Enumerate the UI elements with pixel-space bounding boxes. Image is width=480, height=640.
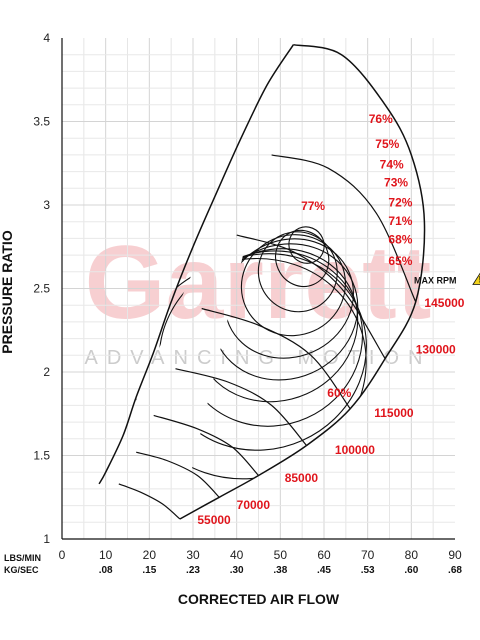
x-tick-label: 0 [59,548,66,562]
speed-label: 100000 [335,443,375,457]
x-tick-kgsec-label: .15 [142,565,156,576]
efficiency-label: 74% [380,157,404,171]
surge-line [98,44,295,485]
y-tick-label: 2.5 [33,282,50,296]
x-tick-kgsec-label: .45 [317,565,331,576]
x-tick-kgsec-label: .60 [404,565,418,576]
efficiency-island [240,234,347,337]
speed-line [136,451,220,498]
x-tick-label: 10 [99,548,113,562]
y-tick-label: 2 [43,365,50,379]
label-layer: 60% 65% 68% 71% 72% 73% 74% 75% 76% 77% 55000 70000… [197,112,480,527]
efficiency-label: 73% [384,176,408,190]
efficiency-label: 65% [388,254,412,268]
speed-label: 70000 [237,498,271,512]
grid-layer [62,38,455,539]
x-tick-kgsec-label: .68 [448,565,462,576]
x-tick-label: 70 [361,548,375,562]
speed-line [271,154,417,303]
watermark-tagline: ADVANCING MOTION [85,347,432,369]
x-tick-kgsec-label: .30 [230,565,244,576]
efficiency-label: 77% [301,199,325,213]
x-tick-label: 40 [230,548,244,562]
efficiency-label: 60% [327,386,351,400]
x-tick-label: 50 [274,548,288,562]
unit-lbs-min: LBS/MIN [4,553,41,563]
y-tick-label: 1.5 [33,449,50,463]
x-tick-label: 80 [405,548,419,562]
speed-label: 85000 [285,471,319,485]
speed-line [153,414,259,476]
choke-line [179,43,426,520]
max-rpm-label: MAX RPM [414,275,457,285]
efficiency-label: 76% [369,112,393,126]
efficiency-label: 68% [388,232,412,246]
efficiency-island [224,238,355,359]
efficiency-label: 71% [388,214,412,228]
y-tick-label: 3.5 [33,115,50,129]
x-tick-kgsec-label: .23 [186,565,200,576]
speed-line [175,368,307,446]
x-tick-label: 90 [448,548,462,562]
speed-line [201,307,351,410]
axis-layer: 11.522.533.540 10 20 30 40 50 60 70 80 90.08.15.2… [0,31,462,607]
speed-label: 130000 [416,343,456,357]
x-tick-label: 60 [317,548,331,562]
unit-kg-sec: KG/SEC [4,565,39,575]
x-tick-kgsec-label: .53 [361,565,375,576]
x-tick-label: 20 [143,548,157,562]
warning-icon-mark: ! [478,274,480,284]
efficiency-island [275,229,330,288]
speed-label: 115000 [374,406,414,420]
y-tick-label: 3 [43,198,50,212]
efficiency-island [288,226,325,264]
speed-line [236,234,386,359]
efficiency-label: 72% [388,196,412,210]
y-axis-title: PRESSURE RATIO [0,230,15,354]
y-tick-label: 1 [43,532,50,546]
x-tick-kgsec-label: .38 [273,565,287,576]
x-axis-title: CORRECTED AIR FLOW [178,591,340,607]
efficiency-label: 75% [375,137,399,151]
speed-label: 145000 [424,296,464,310]
speed-line [118,483,181,520]
efficiency-island [257,231,338,313]
x-tick-label: 30 [186,548,200,562]
y-tick-label: 4 [43,31,50,45]
x-tick-kgsec-label: .08 [99,565,113,576]
speed-label: 55000 [197,513,231,527]
